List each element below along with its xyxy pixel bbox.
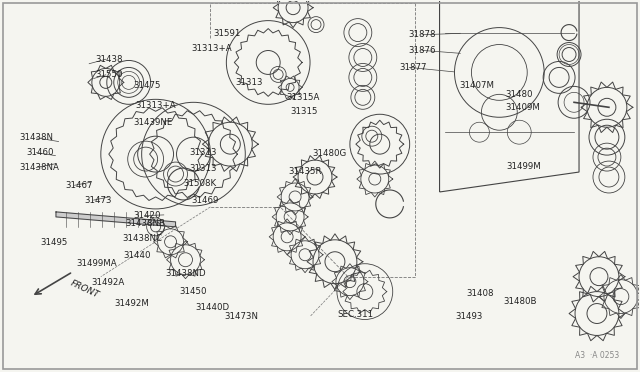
Text: 31438NA: 31438NA [19, 163, 59, 172]
Text: 31475: 31475 [134, 81, 161, 90]
Text: SEC.311: SEC.311 [338, 311, 374, 320]
Text: 31878: 31878 [408, 30, 435, 39]
Text: 31467: 31467 [65, 181, 92, 190]
Text: 31315: 31315 [290, 108, 317, 116]
Text: 31313: 31313 [236, 78, 263, 87]
Text: 31508K: 31508K [183, 179, 216, 188]
Text: 31480G: 31480G [312, 149, 347, 158]
Polygon shape [56, 212, 175, 227]
Text: 31877: 31877 [400, 63, 428, 72]
Text: 31480: 31480 [505, 90, 532, 99]
Text: 31460: 31460 [27, 148, 54, 157]
Text: 31408: 31408 [467, 289, 494, 298]
Text: 31480B: 31480B [504, 297, 537, 306]
Text: A3  ·A 0253: A3 ·A 0253 [575, 351, 620, 360]
Text: 31313+A: 31313+A [135, 101, 176, 110]
Text: 31439NE: 31439NE [134, 118, 173, 127]
Text: 31438ND: 31438ND [166, 269, 206, 278]
Text: 31313: 31313 [189, 164, 217, 173]
Text: 31435R: 31435R [288, 167, 322, 176]
Text: 31440D: 31440D [196, 303, 230, 312]
Text: 31407M: 31407M [459, 81, 494, 90]
Text: 31493: 31493 [455, 312, 483, 321]
Text: 31550: 31550 [95, 70, 123, 79]
Text: 31409M: 31409M [505, 103, 540, 112]
Text: 31499M: 31499M [506, 162, 541, 171]
Text: 31438N: 31438N [19, 133, 53, 142]
Text: 31473N: 31473N [225, 312, 259, 321]
Text: 31499MA: 31499MA [76, 259, 117, 268]
Text: 31492A: 31492A [92, 278, 125, 287]
Text: 31469: 31469 [191, 196, 219, 205]
Text: 31313+A: 31313+A [191, 44, 232, 53]
Text: 31450: 31450 [180, 287, 207, 296]
Text: 31492M: 31492M [115, 299, 150, 308]
Text: 31495: 31495 [41, 238, 68, 247]
Text: 31876: 31876 [408, 46, 435, 55]
Text: 31315A: 31315A [287, 93, 320, 102]
Text: 31438: 31438 [95, 55, 123, 64]
Text: 31420: 31420 [134, 211, 161, 220]
Text: 31591: 31591 [214, 29, 241, 38]
Text: FRONT: FRONT [69, 279, 100, 300]
Text: 31438NC: 31438NC [122, 234, 163, 243]
Text: 31438NB: 31438NB [125, 219, 166, 228]
Text: 31440: 31440 [124, 251, 151, 260]
Text: 31473: 31473 [84, 196, 111, 205]
Text: 31313: 31313 [189, 148, 217, 157]
